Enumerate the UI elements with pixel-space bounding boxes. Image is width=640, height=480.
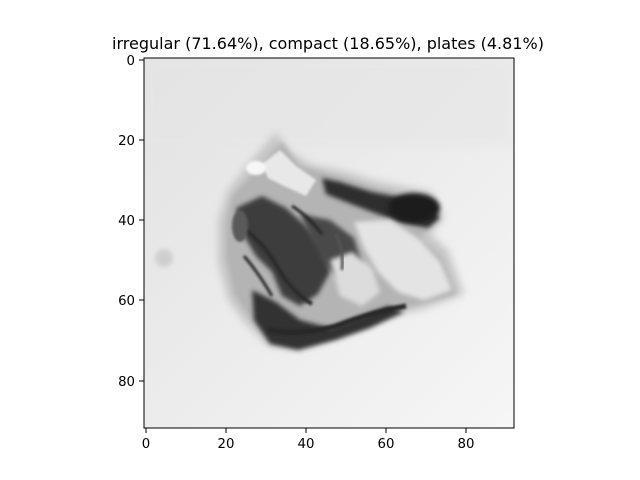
x-tick-label: 40	[298, 437, 315, 452]
plot-title: irregular (71.64%), compact (18.65%), pl…	[112, 34, 544, 53]
x-tick-label: 0	[142, 437, 150, 452]
y-tick-label: 20	[118, 134, 135, 149]
y-axis: 0 20 40 60 80	[118, 54, 144, 390]
x-axis: 0 20 40 60 80	[142, 428, 475, 452]
x-tick-label: 80	[458, 437, 475, 452]
y-tick-label: 0	[127, 54, 135, 69]
x-tick-label: 20	[218, 437, 235, 452]
y-tick-label: 40	[118, 214, 135, 229]
y-tick-label: 60	[118, 294, 135, 309]
particle-image	[144, 58, 514, 428]
y-tick-label: 80	[118, 375, 135, 390]
plot-frame	[143, 57, 515, 429]
x-tick-label: 60	[378, 437, 395, 452]
